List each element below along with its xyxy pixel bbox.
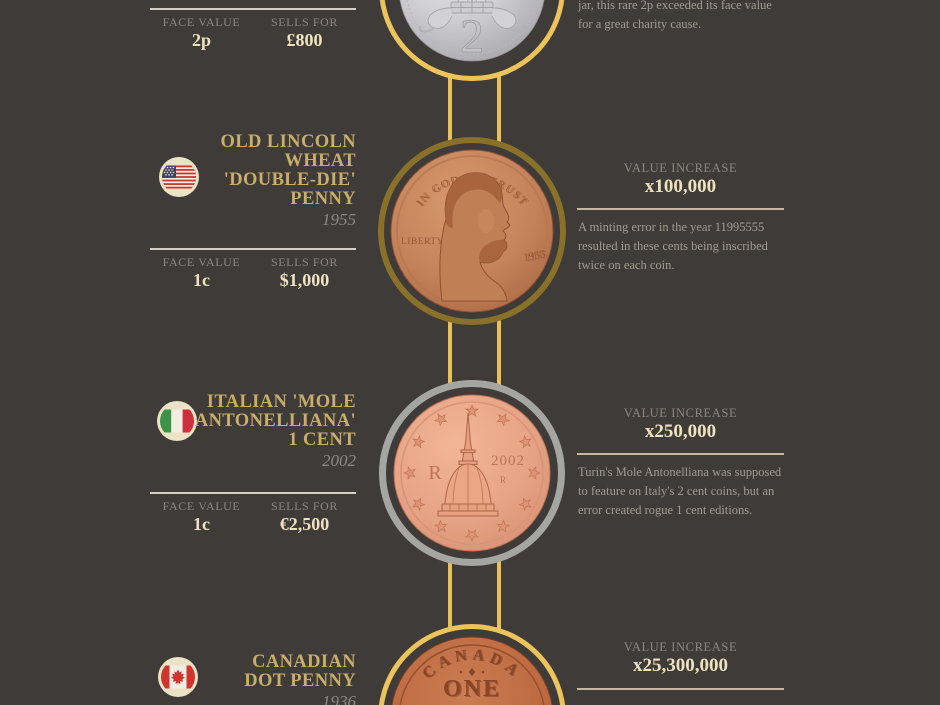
title-line: PENNY	[290, 189, 356, 209]
timeline-medallion-lincoln: IN GOD WE TRUST IN GOD WE TRUST LIBERTY …	[378, 137, 566, 325]
description-uk-2p: jar, this rare 2p exceeded its face valu…	[578, 0, 772, 34]
description-italian: Turin's Mole Antonelliana was supposed t…	[578, 463, 781, 520]
canada-flag-icon	[158, 657, 198, 697]
face-value-column: FACE VALUE 2p	[150, 15, 253, 51]
value-increase-label: VALUE INCREASE	[623, 161, 738, 175]
title-line: ITALIAN 'MOLE	[206, 392, 356, 412]
sells-for-label: SELLS FOR	[270, 255, 339, 269]
timeline-medallion-uk-2p: 2	[379, 0, 565, 81]
coin-mintmark: R	[500, 475, 506, 485]
value-increase-amount: x100,000	[644, 176, 717, 197]
coin-year: 2002	[322, 451, 356, 470]
title-line: DOT PENNY	[244, 671, 356, 691]
lincoln-bust-icon	[439, 172, 511, 302]
description-lincoln: A minting error in the year 11995555 res…	[578, 218, 768, 275]
title-line: CANADIAN	[252, 652, 356, 672]
timeline-medallion-italian: 2002 R R	[379, 380, 565, 566]
face-value-amount: 1c	[193, 270, 210, 290]
lincoln-penny-coin: IN GOD WE TRUST IN GOD WE TRUST LIBERTY …	[390, 149, 554, 313]
sells-for-column: SELLS FOR $1,000	[253, 255, 356, 291]
face-value-label: FACE VALUE	[162, 255, 241, 269]
title-line: 'DOUBLE-DIE'	[223, 170, 356, 190]
coin-title-lincoln: OLD LINCOLN WHEAT 'DOUBLE-DIE' PENNY 195…	[96, 132, 356, 230]
coin-title-italian: ITALIAN 'MOLE ANTONELLIANA' 1 CENT 2002	[96, 392, 356, 471]
italy-flag-icon	[157, 401, 197, 441]
title-line: 1 CENT	[288, 430, 356, 450]
coin-year: 1936	[322, 692, 356, 705]
coin-date: 2002	[491, 453, 525, 469]
sells-for-column: SELLS FOR €2,500	[253, 499, 356, 535]
face-value-label: FACE VALUE	[162, 15, 241, 29]
coin-denomination-digit: 2	[460, 10, 484, 62]
sells-for-amount: £800	[286, 30, 323, 50]
timeline-medallion-canadian: CANADA CANADA ONE ONE	[378, 624, 566, 705]
divider	[577, 453, 784, 455]
face-value-sells-for-italian: FACE VALUE 1c SELLS FOR €2,500	[150, 492, 356, 535]
description-line: A minting error in the year 11995555	[578, 220, 765, 234]
face-value-label: FACE VALUE	[162, 499, 241, 513]
description-line: twice on each coin.	[578, 258, 675, 272]
value-increase-canadian: VALUE INCREASE x25,300,000	[577, 640, 784, 677]
canadian-dot-penny-coin: CANADA CANADA ONE ONE	[391, 636, 553, 705]
description-line: Turin's Mole Antonelliana was supposed	[578, 465, 782, 479]
sells-for-amount: €2,500	[279, 514, 330, 534]
coin-year: 1955	[322, 210, 356, 229]
face-value-sells-for-lincoln: FACE VALUE 1c SELLS FOR $1,000	[150, 248, 356, 291]
value-increase-lincoln: VALUE INCREASE x100,000	[577, 161, 784, 198]
sells-for-column: SELLS FOR £800	[253, 15, 356, 51]
face-value-column: FACE VALUE 1c	[150, 499, 253, 535]
divider	[577, 688, 784, 690]
uk-2p-coin: 2	[399, 0, 545, 62]
coin-liberty-text: LIBERTY	[401, 237, 444, 247]
value-increase-amount: x25,300,000	[633, 655, 728, 676]
value-increase-label: VALUE INCREASE	[623, 406, 738, 420]
sells-for-amount: $1,000	[279, 270, 330, 290]
dot-ornament-icon	[459, 668, 485, 676]
description-line: to feature on Italy's 2 cent coins, but …	[578, 484, 775, 498]
mole-antonelliana-icon	[437, 412, 499, 517]
coin-denomination-double-strike: ONE	[444, 677, 502, 703]
title-line: ANTONELLIANA'	[194, 411, 356, 431]
description-line: error created rogue 1 cent editions.	[578, 503, 753, 517]
description-line: for a great charity cause.	[578, 17, 702, 31]
title-line: WHEAT	[284, 151, 356, 171]
description-line: resulted in these cents being inscribed	[578, 239, 768, 253]
usa-flag-icon	[159, 157, 199, 197]
timeline-connector-line-left	[448, 0, 452, 705]
title-line: OLD LINCOLN	[220, 132, 356, 152]
coin-title-canadian: CANADIAN DOT PENNY 1936	[96, 653, 356, 705]
sells-for-label: SELLS FOR	[270, 499, 339, 513]
coin-denomination: ONE	[443, 676, 501, 702]
face-value-amount: 2p	[191, 30, 211, 50]
coin-date-double-strike: 1955	[525, 249, 549, 265]
italian-1-cent-coin: 2002 R R	[393, 394, 551, 552]
divider	[577, 208, 784, 210]
value-increase-italian: VALUE INCREASE x250,000	[577, 406, 784, 443]
description-line: jar, this rare 2p exceeded its face valu…	[578, 0, 772, 12]
value-increase-label: VALUE INCREASE	[623, 640, 738, 654]
prince-of-wales-feathers-icon	[418, 0, 526, 33]
coin-date: 1955	[522, 248, 546, 264]
sells-for-label: SELLS FOR	[270, 15, 339, 29]
face-value-amount: 1c	[193, 514, 210, 534]
face-value-column: FACE VALUE 1c	[150, 255, 253, 291]
timeline-connector-line-right	[497, 0, 501, 705]
coin-monogram: R	[428, 462, 442, 484]
value-increase-amount: x250,000	[644, 421, 717, 442]
face-value-sells-for-uk-2p: FACE VALUE 2p SELLS FOR £800	[150, 8, 356, 51]
